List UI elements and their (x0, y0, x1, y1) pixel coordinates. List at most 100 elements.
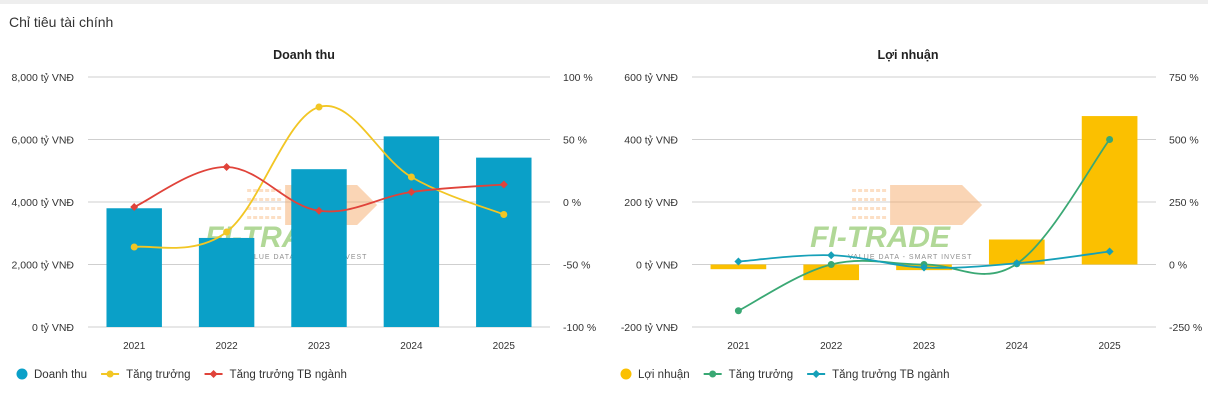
watermark-dot (864, 216, 869, 219)
line-point (315, 103, 323, 111)
chart-title: Lợi nhuận (878, 48, 939, 62)
watermark-dot (271, 216, 276, 219)
line-point (222, 163, 231, 171)
right-axis-label: 100 % (563, 72, 593, 84)
watermark-dot (259, 216, 264, 219)
watermark-dot (858, 207, 863, 210)
watermark-dot (265, 189, 270, 192)
watermark-dot (247, 198, 252, 201)
legend-item: Tăng trưởng (101, 369, 191, 381)
category-label: 2023 (913, 341, 936, 352)
page-title: Chỉ tiêu tài chính (9, 14, 114, 30)
category-label: 2025 (1098, 341, 1121, 352)
watermark-dot (277, 198, 282, 201)
legend-item: Tăng trưởng TB ngành (807, 369, 949, 381)
watermark-dot (876, 216, 881, 219)
left-axis-label: 0 tỷ VNĐ (636, 260, 678, 272)
right-axis-label: -50 % (563, 260, 590, 272)
line-point (500, 211, 508, 218)
legend-item: Doanh thu (16, 368, 87, 381)
line-point (407, 173, 415, 181)
bar-revenue-2021 (106, 208, 162, 327)
watermark-dot (271, 189, 276, 192)
category-label: 2022 (215, 341, 238, 352)
watermark-dot (876, 207, 881, 210)
watermark-dot (277, 189, 282, 192)
left-axis-label: -200 tỷ VNĐ (621, 322, 679, 334)
right-axis-label: 250 % (1169, 197, 1199, 209)
category-label: 2021 (727, 341, 750, 352)
line-series-0 (737, 138, 1111, 312)
right-axis-label: -100 % (563, 322, 596, 334)
watermark-dot (852, 207, 857, 210)
line-point (499, 180, 508, 189)
watermark-dot (247, 216, 252, 219)
line-point (315, 206, 323, 215)
line-point (130, 203, 139, 211)
line-point (734, 307, 742, 315)
watermark-dot (259, 189, 264, 192)
bar-profit-2021 (710, 264, 767, 270)
watermark-tagline: VALUE DATA - SMART INVEST (848, 254, 972, 261)
watermark-dot (265, 198, 270, 201)
line-point (130, 243, 138, 251)
watermark-dot (253, 207, 258, 210)
watermark-dot (870, 207, 875, 210)
category-label: 2023 (308, 341, 331, 352)
watermark-dot (253, 189, 258, 192)
watermark-dot (247, 189, 252, 192)
category-label: 2024 (400, 341, 423, 352)
watermark-dot (271, 207, 276, 210)
right-axis-label: 0 % (1169, 260, 1187, 272)
legend-item: Tăng trưởng (703, 369, 793, 381)
watermark-dot (870, 189, 875, 192)
watermark-dot (876, 189, 881, 192)
legend-marker (16, 368, 28, 380)
line-point (734, 257, 743, 266)
category-label: 2025 (493, 341, 516, 352)
left-axis-label: 4,000 tỷ VNĐ (12, 197, 75, 209)
watermark-dot (265, 216, 270, 219)
legend-item: Tăng trưởng TB ngành (204, 369, 347, 381)
left-axis-label: 2,000 tỷ VNĐ (12, 260, 75, 272)
watermark-dot (277, 207, 282, 210)
watermark-dot (265, 207, 270, 210)
watermark-dot (858, 189, 863, 192)
left-axis-label: 0 tỷ VNĐ (32, 322, 74, 334)
legend-item: Lợi nhuận (620, 368, 690, 381)
bar-revenue-2023 (291, 169, 347, 327)
watermark-dot (870, 216, 875, 219)
watermark-dot (259, 207, 264, 210)
line-point (407, 188, 416, 196)
watermark-arrow-icon (890, 185, 983, 225)
watermark-dot (247, 207, 252, 210)
line-point (1012, 259, 1021, 268)
watermark-dot (253, 216, 258, 219)
watermark-dot (864, 198, 869, 201)
legend-label: Lợi nhuận (638, 369, 690, 381)
category-label: 2022 (820, 341, 843, 352)
watermark-dot (852, 198, 857, 201)
watermark-dot (259, 198, 264, 201)
watermark-dot (882, 189, 887, 192)
line-point (223, 228, 231, 236)
legend-marker (209, 370, 218, 378)
watermark-dot (852, 189, 857, 192)
bar-revenue-2024 (383, 136, 440, 327)
line-point (827, 251, 836, 260)
legend-marker (106, 370, 114, 378)
revenue-chart-panel: Doanh thu 0 tỷ VNĐ -100 % 2,000 tỷ VNĐ -50 %… (12, 48, 597, 381)
watermark-dot (277, 216, 282, 219)
left-axis-label: 600 tỷ VNĐ (624, 72, 678, 84)
right-axis-label: 750 % (1169, 72, 1199, 84)
left-axis-label: 200 tỷ VNĐ (624, 197, 678, 209)
bar-revenue-2022 (198, 237, 255, 327)
line-point (1105, 247, 1114, 256)
right-axis-label: 500 % (1169, 135, 1199, 147)
right-axis-label: -250 % (1169, 322, 1202, 334)
line-point (827, 261, 835, 268)
line-point (1106, 136, 1114, 143)
watermark-dot (271, 198, 276, 201)
legend-marker (709, 370, 717, 378)
